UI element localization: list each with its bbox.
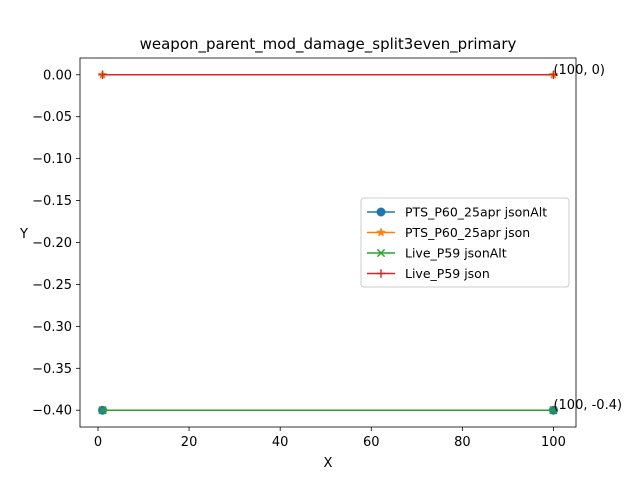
y-tick-label: −0.05 <box>32 110 72 125</box>
series-layer <box>97 69 559 415</box>
x-tick-label: 0 <box>94 435 102 450</box>
y-tick-label: −0.15 <box>32 194 72 209</box>
legend-entry: Live_P59 jsonAlt <box>367 246 507 261</box>
legend-label: PTS_P60_25apr jsonAlt <box>405 205 547 220</box>
y-tick-label: −0.35 <box>32 362 72 377</box>
chart-title: weapon_parent_mod_damage_split3even_prim… <box>140 35 517 54</box>
legend-box <box>360 197 570 288</box>
legend-marker <box>376 269 386 278</box>
x-axis-label: X <box>324 456 333 471</box>
legend-entry: PTS_P60_25apr jsonAlt <box>367 205 547 220</box>
series-4 <box>98 70 558 79</box>
y-tick-label: −0.25 <box>32 278 72 293</box>
legend-label: Live_P59 json <box>405 266 490 281</box>
legend-entry: Live_P59 json <box>367 266 490 281</box>
y-tick-label: −0.10 <box>32 152 72 167</box>
y-tick-label: 0.00 <box>43 68 72 83</box>
x-tick-label: 100 <box>541 435 566 450</box>
y-tick-label: −0.40 <box>32 404 72 419</box>
legend-entry: PTS_P60_25apr json <box>367 225 530 240</box>
data-point <box>549 406 558 415</box>
y-tick-label: −0.20 <box>32 236 72 251</box>
data-point <box>98 70 107 79</box>
y-axis-label: Y <box>19 227 28 242</box>
point-annotation: (100, 0) <box>553 63 605 78</box>
y-tick-label: −0.30 <box>32 320 72 335</box>
x-tick-label: 80 <box>454 435 471 450</box>
legend-label: Live_P59 jsonAlt <box>405 246 507 261</box>
point-annotation: (100, -0.4) <box>553 398 622 413</box>
x-axis: 0 20 40 60 80 100 <box>94 427 566 450</box>
x-tick-label: 20 <box>181 435 198 450</box>
annotations: (100, 0) (100, -0.4) <box>553 63 622 413</box>
legend-marker <box>376 227 386 237</box>
legend: PTS_P60_25apr jsonAlt PTS_P60_25apr json L… <box>360 197 570 288</box>
series-3 <box>98 406 558 415</box>
data-point <box>98 406 107 415</box>
y-axis: 0.00 −0.05 −0.10 −0.15 −0.20 −0.25 −0.30 −0.35 −… <box>32 68 80 419</box>
legend-marker <box>376 248 386 258</box>
x-tick-label: 40 <box>272 435 289 450</box>
legend-marker <box>376 207 386 217</box>
legend-label: PTS_P60_25apr json <box>405 225 530 240</box>
data-point <box>549 70 558 79</box>
x-tick-label: 60 <box>363 435 380 450</box>
